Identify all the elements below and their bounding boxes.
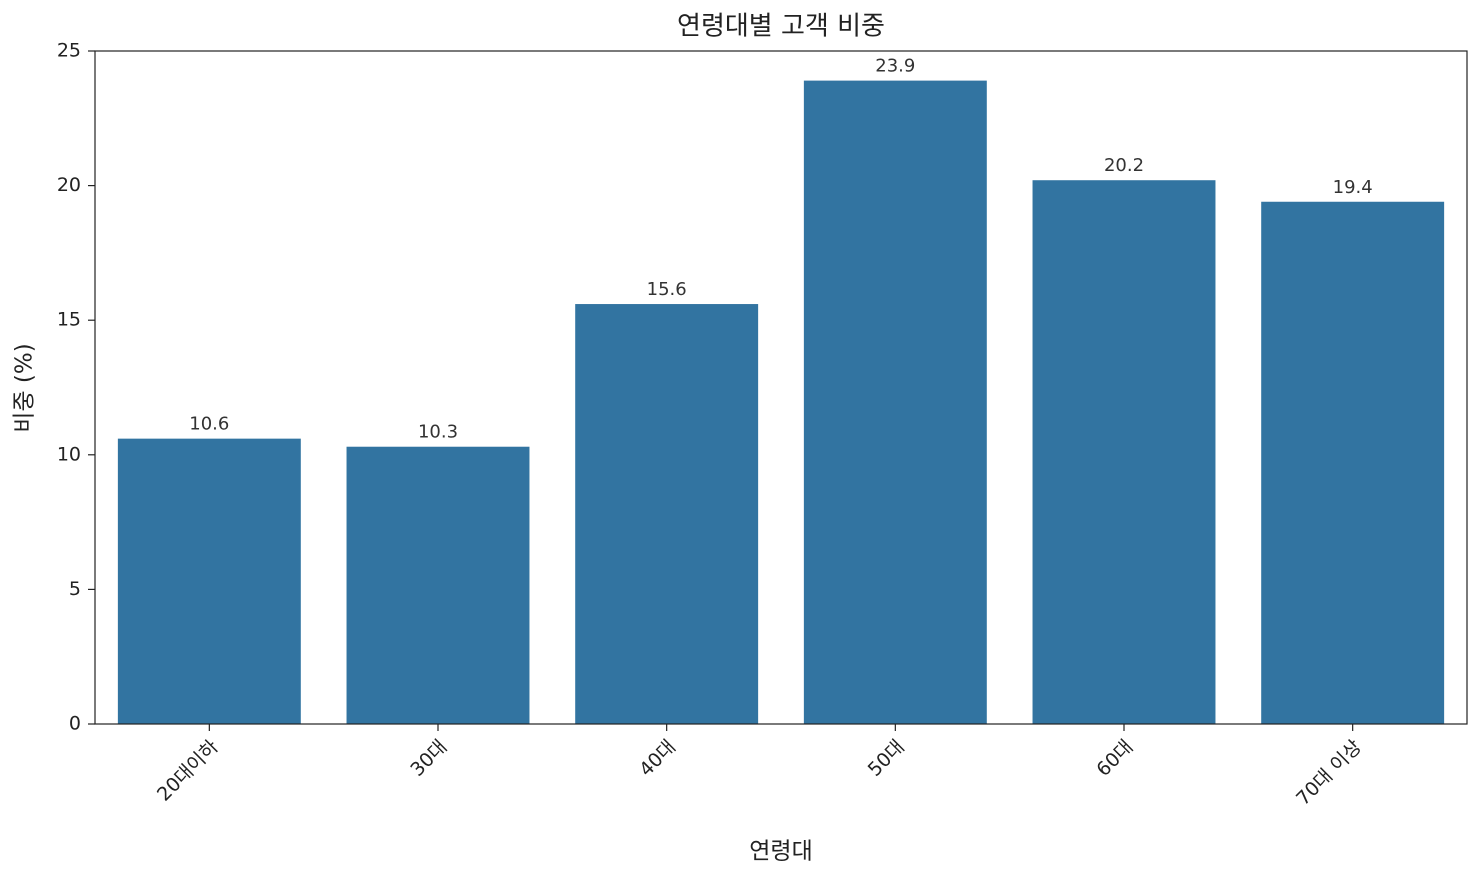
- x-tick-label: 40대: [635, 736, 680, 781]
- value-label: 10.6: [189, 414, 229, 435]
- x-tick-label: 50대: [864, 736, 909, 781]
- chart-title: 연령대별 고객 비중: [677, 12, 885, 42]
- y-tick-label: 10: [57, 443, 81, 465]
- x-tick-label: 60대: [1092, 736, 1137, 781]
- y-axis-label: 비중 (%): [12, 343, 38, 432]
- value-label: 20.2: [1104, 155, 1144, 176]
- value-label: 15.6: [647, 279, 687, 300]
- bar: [1032, 180, 1216, 724]
- x-tick-label: 20대이하: [153, 736, 223, 806]
- y-tick-label: 5: [69, 578, 81, 600]
- bar: [803, 80, 987, 724]
- y-tick-label: 25: [57, 40, 81, 62]
- y-tick-label: 15: [57, 309, 81, 331]
- value-label: 10.3: [418, 422, 458, 443]
- bar: [575, 304, 759, 724]
- plot-frame: [94, 50, 1468, 725]
- x-tick-label: 30대: [406, 736, 451, 781]
- x-axis-label: 연령대: [749, 839, 812, 865]
- y-tick-label: 20: [57, 174, 81, 196]
- value-label: 23.9: [875, 56, 915, 77]
- value-label: 19.4: [1333, 177, 1373, 198]
- bar: [1261, 201, 1445, 724]
- y-tick-label: 0: [69, 713, 81, 735]
- x-tick-label: 70대 이상: [1292, 736, 1366, 810]
- bar: [346, 446, 530, 724]
- bar: [117, 438, 301, 724]
